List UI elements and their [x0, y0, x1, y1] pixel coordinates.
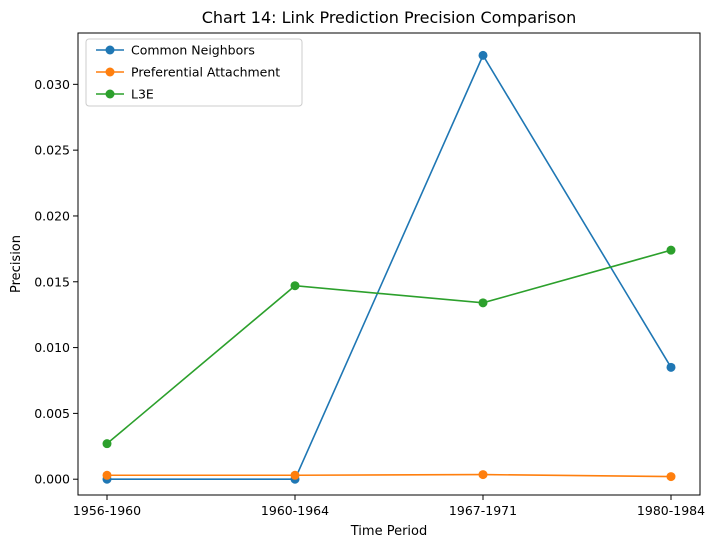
legend-label: Preferential Attachment: [131, 65, 280, 80]
data-point: [666, 245, 676, 255]
data-point: [478, 50, 488, 60]
data-point: [666, 362, 676, 372]
y-tick-label: 0.025: [34, 143, 70, 158]
data-point: [666, 472, 676, 482]
x-axis-label: Time Period: [350, 524, 427, 539]
series-group: [102, 50, 676, 484]
legend-item: Preferential Attachment: [96, 65, 280, 80]
series-preferential-attachment: [102, 470, 676, 482]
series-line: [107, 53, 672, 481]
y-tick-label: 0.000: [34, 472, 70, 487]
legend-box: [85, 38, 303, 107]
y-axis: 0.000 0.005 0.010 0.015 0.020 0.025 0.030: [34, 77, 78, 487]
legend-marker: [105, 67, 115, 77]
legend-item: Common Neighbors: [96, 43, 255, 58]
data-point: [478, 298, 488, 308]
plot-frame: [77, 32, 701, 496]
plot-area: [77, 32, 701, 496]
series-l3e: [102, 245, 676, 449]
data-point: [102, 439, 112, 449]
legend-label: L3E: [131, 87, 154, 102]
y-tick-label: 0.015: [34, 274, 70, 289]
y-tick-label: 0.010: [34, 340, 70, 355]
data-point: [290, 470, 300, 480]
series-line: [107, 473, 672, 478]
x-tick-label: 1956-1960: [73, 503, 141, 518]
legend: Common Neighbors Preferential Attachment L…: [85, 38, 303, 107]
legend-marker: [105, 45, 115, 55]
x-tick-label: 1967-1971: [449, 503, 517, 518]
y-tick-label: 0.005: [34, 406, 70, 421]
chart-title: Chart 14: Link Prediction Precision Comp…: [202, 8, 577, 27]
legend-marker: [105, 89, 115, 99]
y-axis-label: Precision: [9, 235, 24, 293]
legend-label: Common Neighbors: [131, 43, 255, 58]
x-tick-label: 1960-1964: [261, 503, 329, 518]
legend-item: L3E: [96, 87, 154, 102]
data-point: [478, 470, 488, 480]
series-common-neighbors: [102, 50, 676, 484]
data-point: [290, 281, 300, 291]
x-axis: 1956-1960 1960-1964 1967-1971 1980-1984: [73, 495, 705, 518]
x-tick-label: 1980-1984: [637, 503, 705, 518]
data-point: [102, 470, 112, 480]
y-tick-label: 0.020: [34, 208, 70, 223]
y-tick-label: 0.030: [34, 77, 70, 92]
series-line: [106, 249, 672, 445]
